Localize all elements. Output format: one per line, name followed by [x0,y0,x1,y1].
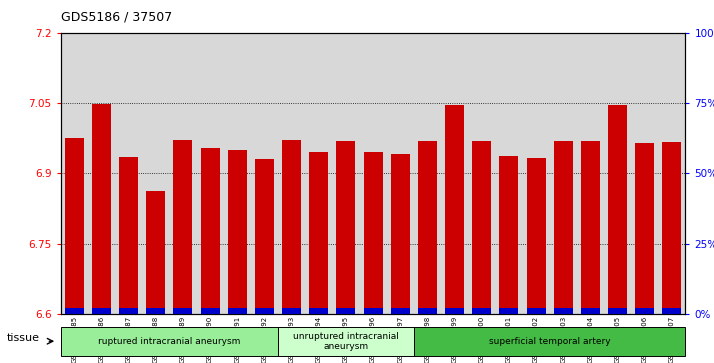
Bar [92,104,111,314]
Bar [146,191,165,314]
Bar [282,140,301,314]
Bar [363,309,383,314]
Bar [119,157,138,314]
Bar [499,155,518,314]
Bar [635,309,654,314]
Bar [92,309,111,314]
Bar [174,140,193,314]
Bar [228,150,247,314]
Bar [499,309,518,314]
Bar [445,309,464,314]
Bar [663,309,681,314]
Bar [635,143,654,314]
Text: GDS5186 / 37507: GDS5186 / 37507 [61,11,172,24]
Bar [255,159,274,314]
Bar [526,158,545,314]
Bar [201,148,220,314]
Bar [336,142,356,314]
Bar [391,309,410,314]
Bar [228,309,247,314]
Bar [309,152,328,314]
Bar [553,140,573,314]
Text: ruptured intracranial aneurysm: ruptured intracranial aneurysm [98,337,241,346]
Bar [201,309,220,314]
Bar [146,309,165,314]
Text: unruptured intracranial
aneurysm: unruptured intracranial aneurysm [293,331,399,351]
Bar [445,105,464,314]
Text: tissue: tissue [7,333,40,343]
Bar [581,140,600,314]
Bar [418,140,437,314]
Bar [65,309,84,314]
Bar [418,309,437,314]
Bar [174,309,193,314]
Bar [472,140,491,314]
Bar [526,309,545,314]
Bar [309,309,328,314]
Bar [363,152,383,314]
Bar [282,309,301,314]
Bar [608,309,627,314]
Bar [581,309,600,314]
Text: superficial temporal artery: superficial temporal artery [489,337,610,346]
Bar [255,309,274,314]
Bar [608,105,627,314]
Bar [336,309,356,314]
Bar [553,309,573,314]
Bar [65,138,84,314]
Bar [119,309,138,314]
Bar [472,309,491,314]
Bar [663,142,681,314]
Bar [391,154,410,314]
